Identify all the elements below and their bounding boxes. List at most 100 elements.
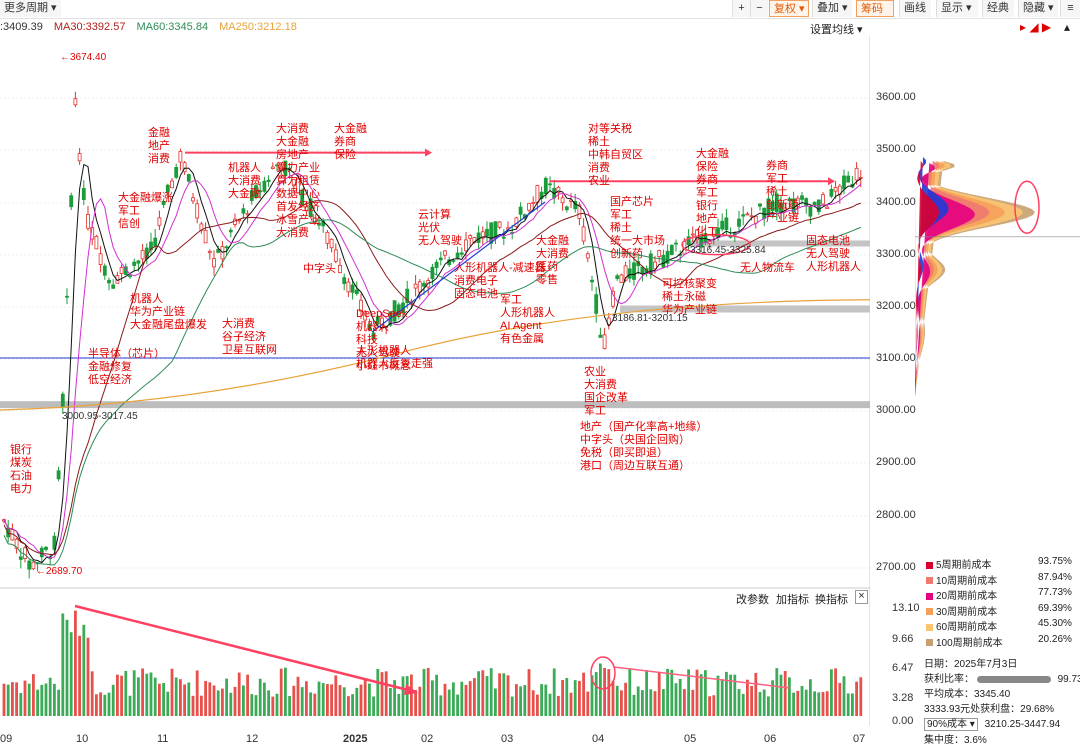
scroll-up-icon[interactable]: ▴ — [1064, 20, 1071, 34]
volume-bar — [132, 670, 136, 716]
yincang-button[interactable]: 隐藏 ▾ — [1018, 0, 1058, 17]
volume-bar — [733, 674, 737, 716]
candle-body — [60, 393, 65, 408]
annotation-a17: 对等关税 稀土 中韩自贸区 消费 农业 — [588, 123, 643, 188]
resistance-arrow-1-head — [425, 148, 432, 157]
menu-icon[interactable]: ≡ — [1060, 0, 1080, 17]
volume-bar — [376, 669, 380, 716]
candle-body — [527, 203, 531, 211]
candle-body — [417, 281, 422, 293]
price-tick-label: 2900.00 — [876, 456, 916, 468]
annotation-a18: 国产芯片 军工 稀土 统一大市场 创新药 — [610, 196, 665, 261]
candle-body — [216, 249, 221, 253]
period-dropdown[interactable]: 更多周期 ▾ — [0, 0, 61, 17]
annotation-line: 可控核聚变 — [662, 278, 717, 290]
candle-body — [73, 98, 78, 106]
volume-bar — [750, 686, 753, 716]
annotation-line: 煤炭 — [10, 457, 32, 469]
volume-bar — [653, 691, 657, 716]
low-price-label: ←2689.70 — [36, 566, 83, 577]
volume-bar — [237, 672, 241, 716]
volume-bar — [174, 677, 178, 716]
candle-body — [858, 177, 863, 179]
annotation-a4: 大金融爆涨 军工 信创 — [118, 192, 173, 231]
xianshi-button[interactable]: 显示 ▾ — [936, 0, 978, 17]
ma250-value: MA250:3212.18 — [219, 21, 297, 33]
annotation-line: 科技 — [356, 334, 378, 346]
volume-bar — [649, 689, 653, 716]
candle-body — [165, 184, 170, 193]
volume-bar — [842, 676, 846, 716]
candle-body — [598, 334, 603, 338]
cost-select-dropdown[interactable]: 90%成本 ▾ — [924, 718, 978, 731]
candle-body — [518, 206, 523, 215]
annotation-line: DeepSeek — [356, 308, 408, 320]
jingdian-button[interactable]: 经典 — [982, 0, 1014, 17]
volume-tick-label: 13.10 — [892, 602, 920, 614]
huaxian-button[interactable]: 画线 — [899, 0, 931, 17]
diejia-button[interactable]: 叠加 ▾ — [812, 0, 852, 17]
candle-body — [119, 267, 124, 274]
zoom-in-button[interactable]: + — [732, 0, 750, 17]
annotation-line: 大金融 — [536, 235, 569, 247]
ma-setting-dropdown[interactable]: 设置均线 ▾ — [810, 24, 863, 36]
kline-chart[interactable] — [0, 36, 870, 726]
candle-body — [52, 535, 57, 550]
candle-body — [674, 242, 678, 245]
volume-bar — [57, 689, 60, 716]
huanzhibiao-button[interactable]: 换指标 — [815, 594, 848, 606]
candle-body — [102, 265, 107, 276]
volume-bar — [792, 692, 795, 716]
price-tick-label: 3000.00 — [876, 404, 916, 416]
volume-bar — [334, 675, 338, 716]
volume-bar — [120, 675, 123, 716]
volume-bar — [145, 673, 149, 716]
candle-body — [548, 183, 552, 186]
volume-bar — [754, 672, 758, 716]
candle-body — [846, 175, 851, 183]
volume-bar — [834, 668, 837, 716]
range-label-1: 3000.95-3017.45 — [62, 411, 138, 422]
choumou-button[interactable]: 筹码 — [856, 0, 894, 17]
fuquan-label: 复权 — [774, 3, 796, 15]
gaicanshu-button[interactable]: 改参数 — [736, 594, 769, 606]
legend-pct: 87.94% — [1038, 571, 1072, 583]
time-tick-label: 09 — [0, 733, 13, 745]
annotation-line: 券商 — [334, 136, 356, 148]
volume-bar — [359, 684, 363, 716]
candle-body — [228, 229, 233, 233]
fuquan-button[interactable]: 复权 ▾ — [769, 0, 809, 17]
profit-ratio-label: 获利比率： — [924, 674, 974, 685]
volume-bar — [632, 694, 636, 716]
support-band-1 — [0, 401, 870, 409]
volume-bar — [494, 688, 497, 716]
volume-bar — [69, 632, 73, 716]
volume-bar — [86, 637, 90, 716]
zoom-out-button[interactable]: − — [750, 0, 768, 17]
volume-bar — [225, 678, 228, 716]
jiazhibiao-button[interactable]: 加指标 — [776, 594, 809, 606]
volume-bar — [263, 682, 266, 716]
candle-body — [842, 175, 846, 190]
volume-bar — [229, 692, 233, 716]
volume-bar — [2, 683, 6, 716]
volume-bar — [473, 678, 476, 716]
annotation-a15: 军工 人形机器人 AI Agent 有色金属 — [500, 294, 555, 346]
time-tick-label: 2025 — [343, 733, 368, 745]
volume-bar — [641, 690, 644, 716]
volume-bar — [292, 685, 296, 716]
volume-bar — [662, 689, 665, 716]
candle-body — [174, 167, 179, 178]
volume-bar — [347, 696, 350, 716]
candle-body — [804, 198, 809, 206]
candle-body — [128, 275, 132, 278]
candle-body — [224, 246, 229, 249]
close-indicator-button[interactable]: × — [855, 590, 868, 604]
chip-flag-icons[interactable]: ▸ ◢ ▶ — [1020, 20, 1052, 34]
annotation-line: 人形机器人 — [806, 261, 861, 273]
candle-body — [157, 217, 162, 226]
candle-body — [182, 162, 187, 173]
volume-bar — [23, 680, 27, 716]
candle-body — [107, 279, 111, 284]
volume-bar — [368, 683, 371, 716]
